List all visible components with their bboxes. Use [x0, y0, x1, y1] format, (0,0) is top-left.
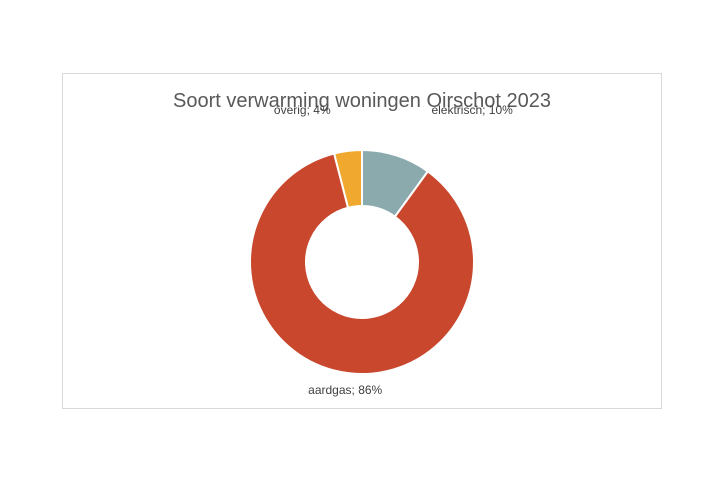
doughnut-chart: elektrisch; 10% aardgas; 86% overig; 4%	[249, 103, 513, 397]
slice-overig	[332, 148, 363, 209]
data-label-elektrisch: elektrisch; 10%	[431, 103, 513, 117]
doughnut-slices	[249, 148, 475, 375]
data-label-aardgas: aardgas; 86%	[308, 383, 382, 397]
chart-title: Soort verwarming woningen Oirschot 2023	[173, 90, 551, 112]
data-labels: elektrisch; 10% aardgas; 86% overig; 4%	[274, 103, 513, 397]
slice-aardgas	[249, 152, 475, 375]
chart-area: Soort verwarming woningen Oirschot 2023 …	[62, 73, 662, 409]
data-label-overig: overig; 4%	[274, 103, 331, 117]
